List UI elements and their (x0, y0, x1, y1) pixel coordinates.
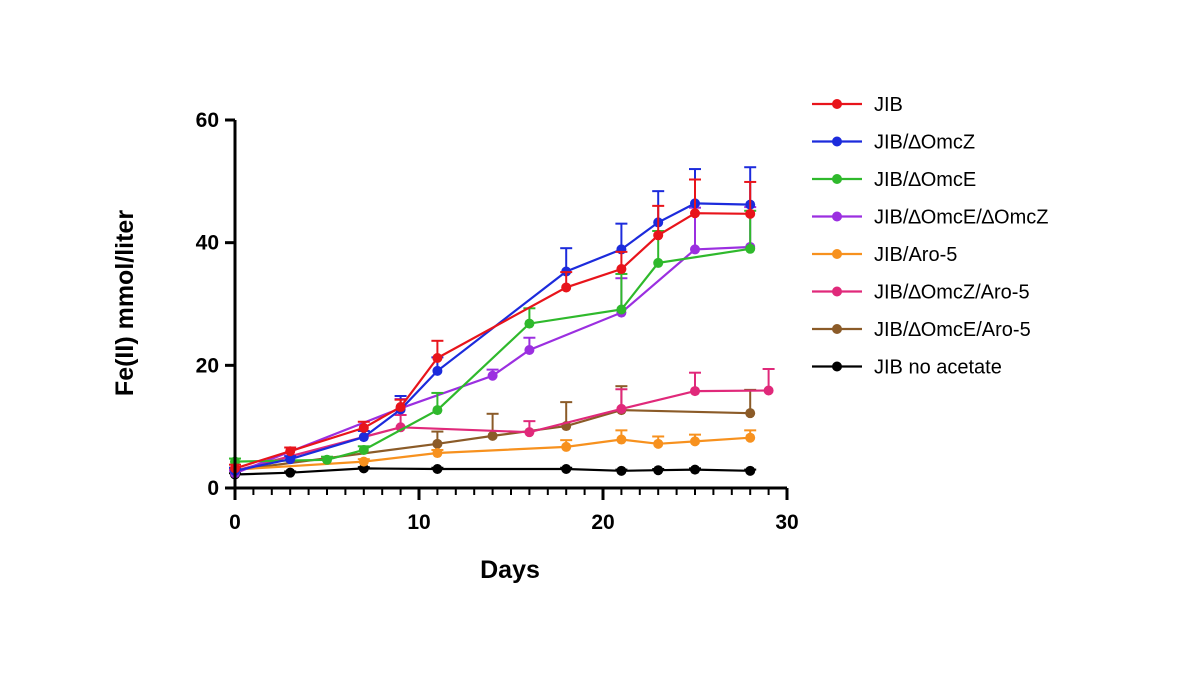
y-axis-title: Fe(II) mmol/liter (111, 210, 139, 396)
legend-label: JIB no acetate (874, 357, 1002, 379)
data-point (653, 465, 664, 476)
data-point (763, 385, 774, 396)
x-tick-label: 0 (229, 511, 241, 534)
legend-label: JIB/∆OmcE (874, 169, 976, 191)
legend-marker (832, 174, 842, 184)
series-4 (229, 429, 757, 475)
data-point (358, 432, 369, 443)
axes: 0 20 40 60 0 10 20 30 (196, 109, 799, 534)
series-line (234, 247, 751, 463)
legend-item-5: JIB/∆OmcZ/Aro-5 (812, 282, 1030, 304)
series-0 (229, 178, 757, 474)
data-point (432, 365, 443, 376)
legend-marker (832, 361, 842, 372)
data-point (745, 432, 756, 443)
legend-marker (832, 286, 842, 297)
y-tick-label: 20 (196, 354, 219, 377)
data-point (561, 282, 572, 293)
legend-item-3: JIB/∆OmcE/∆OmcZ (812, 207, 1048, 229)
data-point (432, 352, 443, 363)
data-point (285, 467, 296, 478)
data-point (358, 444, 369, 455)
data-point (395, 402, 406, 413)
series-line (234, 436, 751, 471)
legend-marker (832, 249, 842, 259)
legend-label: JIB/∆OmcZ (874, 132, 975, 154)
data-point (690, 208, 700, 219)
legend-label: JIB/Aro-5 (874, 244, 957, 266)
legend-marker (832, 211, 842, 222)
data-point (561, 441, 572, 452)
plot-area (229, 166, 775, 480)
legend-label: JIB/∆OmcE/Aro-5 (874, 319, 1031, 341)
legend-label: JIB (874, 94, 903, 116)
legend-label: JIB/∆OmcE/∆OmcZ (874, 207, 1048, 229)
data-point (745, 243, 756, 254)
series-line (234, 212, 751, 470)
data-point (358, 422, 369, 433)
legend-label: JIB/∆OmcZ/Aro-5 (874, 282, 1030, 304)
series-line (234, 389, 769, 472)
data-point (432, 448, 443, 459)
data-point (616, 434, 627, 445)
data-point (690, 436, 700, 447)
legend-item-4: JIB/Aro-5 (812, 244, 957, 266)
data-point (322, 454, 332, 465)
x-tick-label: 10 (407, 511, 430, 534)
legend: JIB JIB/∆OmcZ JIB/∆OmcE JIB/∆OmcE/∆OmcZ JIB/… (812, 94, 1048, 379)
y-tick-label: 60 (196, 109, 219, 132)
x-axis-title: Days (480, 556, 540, 584)
data-point (487, 430, 498, 441)
data-point (487, 370, 498, 381)
legend-marker (832, 136, 842, 147)
data-point (432, 438, 443, 449)
data-point (432, 405, 443, 416)
data-point (690, 244, 700, 255)
data-point (432, 463, 443, 474)
data-point (358, 456, 369, 467)
legend-item-6: JIB/∆OmcE/Aro-5 (812, 319, 1031, 341)
data-point (653, 257, 664, 268)
data-point (690, 464, 700, 475)
x-tick-label: 20 (591, 511, 614, 534)
data-point (616, 465, 627, 476)
data-point (653, 230, 664, 241)
legend-item-0: JIB (812, 94, 903, 116)
legend-marker (832, 99, 842, 109)
data-point (690, 386, 700, 397)
data-point (285, 446, 296, 457)
legend-item-7: JIB no acetate (812, 357, 1002, 379)
data-point (285, 454, 296, 465)
legend-item-1: JIB/∆OmcZ (812, 132, 975, 154)
data-point (616, 304, 627, 315)
data-point (561, 463, 572, 474)
data-point (653, 438, 664, 449)
data-point (745, 408, 756, 419)
legend-marker (832, 324, 842, 334)
y-tick-label: 0 (207, 477, 219, 500)
data-point (745, 208, 756, 219)
data-point (745, 465, 756, 476)
series-line (234, 467, 751, 476)
data-point (616, 264, 627, 275)
data-point (524, 345, 535, 355)
legend-item-2: JIB/∆OmcE (812, 169, 976, 191)
y-tick-label: 40 (196, 232, 219, 255)
data-point (524, 318, 535, 329)
data-point (524, 427, 535, 438)
x-tick-label: 30 (775, 511, 798, 534)
data-point (616, 403, 627, 414)
series-line (234, 202, 751, 472)
